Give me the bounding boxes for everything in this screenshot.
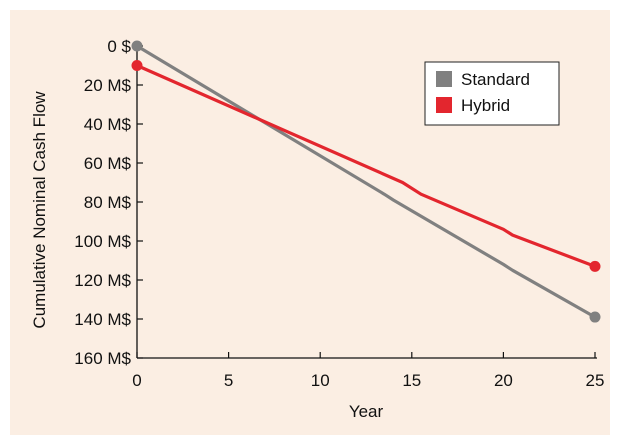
series-point-end-hybrid <box>589 260 601 272</box>
legend: Standard Hybrid <box>424 61 560 126</box>
legend-swatch-standard <box>436 71 452 87</box>
y-tick-label-5: 100 M$ <box>74 232 131 251</box>
y-tick-label-7: 140 M$ <box>74 310 131 329</box>
y-tick-label-3: 60 M$ <box>84 154 132 173</box>
y-tick-label-6: 120 M$ <box>74 271 131 290</box>
x-tick-label-1: 5 <box>224 371 233 390</box>
series-line-hybrid <box>135 63 597 268</box>
y-tick-label-2: 40 M$ <box>84 115 132 134</box>
series-point-start-hybrid <box>131 60 143 71</box>
y-tick-label-0: 0 $ <box>107 37 131 56</box>
y-tick-label-8: 160 M$ <box>74 349 131 368</box>
x-axis-title: Year <box>349 402 384 421</box>
series-line-standard <box>135 44 597 319</box>
x-tick-label-2: 10 <box>311 371 330 390</box>
series-point-start-standard <box>131 40 143 52</box>
plot-area: 0 $ 20 M$ 40 M$ 60 M$ 80 M$ 100 M$ 120 M$ 140 M… <box>74 37 604 390</box>
legend-label-standard: Standard <box>461 70 530 89</box>
x-tick-label-5: 25 <box>586 371 605 390</box>
y-axis-title: Cumulative Nominal Cash Flow <box>30 91 49 329</box>
x-tick-label-3: 15 <box>402 371 421 390</box>
y-tick-label-4: 80 M$ <box>84 193 132 212</box>
y-tick-label-1: 20 M$ <box>84 76 132 95</box>
x-tick-label-4: 20 <box>494 371 513 390</box>
legend-swatch-hybrid <box>436 97 452 113</box>
series-point-end-standard <box>589 311 601 323</box>
x-tick-label-0: 0 <box>132 371 141 390</box>
legend-label-hybrid: Hybrid <box>461 96 510 115</box>
